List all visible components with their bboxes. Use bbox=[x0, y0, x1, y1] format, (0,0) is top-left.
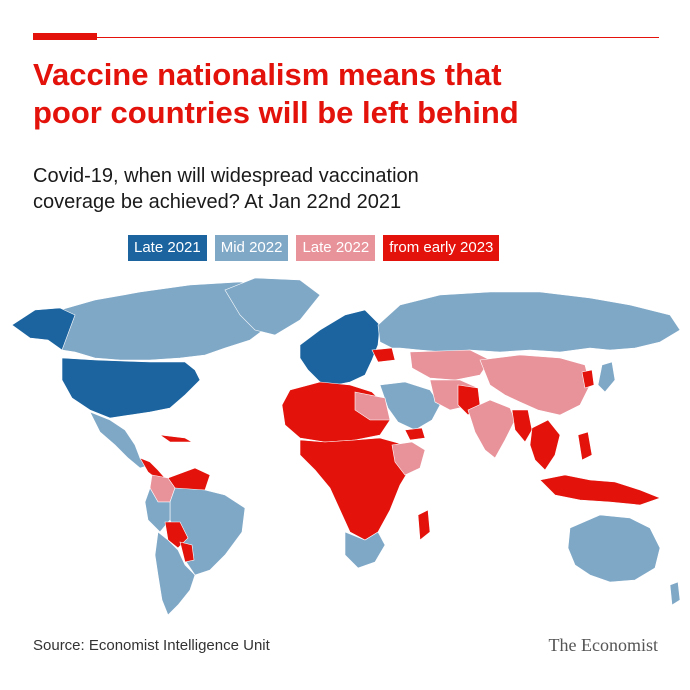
subtitle-line-2: coverage be achieved? bbox=[33, 191, 240, 213]
region-india bbox=[467, 399, 516, 459]
region-central-asia bbox=[409, 349, 491, 381]
region-indonesia bbox=[539, 474, 661, 506]
region-east-africa bbox=[391, 441, 426, 476]
source-note: Source: Economist Intelligence Unit bbox=[33, 637, 270, 654]
brand-logo: The Economist bbox=[548, 635, 658, 655]
header-rule bbox=[33, 37, 659, 38]
legend: Late 2021 Mid 2022 Late 2022 from early … bbox=[128, 235, 500, 261]
region-peru bbox=[144, 487, 171, 533]
legend-late-2022: Late 2022 bbox=[296, 235, 376, 261]
subtitle-line-1: Covid-19, when will widespread vaccinati… bbox=[33, 165, 419, 187]
region-central-africa bbox=[299, 437, 413, 541]
region-paraguay bbox=[179, 541, 195, 563]
region-japan bbox=[597, 361, 616, 393]
region-ukraine bbox=[371, 347, 396, 363]
region-greenland bbox=[224, 277, 321, 336]
region-korea bbox=[581, 369, 595, 389]
region-middle-east bbox=[379, 381, 441, 431]
region-bangladesh-myanmar bbox=[511, 409, 533, 443]
subtitle-date: At Jan 22nd 2021 bbox=[239, 191, 402, 213]
region-madagascar bbox=[417, 509, 431, 541]
region-southeast-asia bbox=[529, 419, 561, 471]
headline-line-2: poor countries will be left behind bbox=[33, 95, 519, 130]
region-europe bbox=[299, 309, 381, 386]
legend-late-2021: Late 2021 bbox=[128, 235, 207, 261]
headline-line-1: Vaccine nationalism means that bbox=[33, 57, 502, 92]
region-egypt-libya bbox=[354, 391, 391, 421]
region-philippines bbox=[577, 431, 593, 461]
region-australia bbox=[567, 514, 661, 583]
legend-mid-2022: Mid 2022 bbox=[214, 235, 289, 261]
headline: Vaccine nationalism means that poor coun… bbox=[33, 56, 663, 132]
legend-early-2023: from early 2023 bbox=[383, 235, 500, 261]
world-map bbox=[11, 277, 681, 616]
region-alaska bbox=[11, 307, 76, 351]
region-south-africa bbox=[344, 531, 386, 569]
region-usa bbox=[61, 357, 201, 419]
brand-accent-bar bbox=[33, 33, 97, 40]
region-caribbean bbox=[159, 434, 194, 443]
region-new-zealand bbox=[669, 581, 681, 606]
region-china bbox=[479, 354, 591, 416]
region-argentina-chile bbox=[154, 531, 196, 616]
region-yemen bbox=[404, 427, 426, 441]
region-russia bbox=[377, 291, 681, 353]
subtitle: Covid-19, when will widespread vaccinati… bbox=[33, 163, 663, 215]
